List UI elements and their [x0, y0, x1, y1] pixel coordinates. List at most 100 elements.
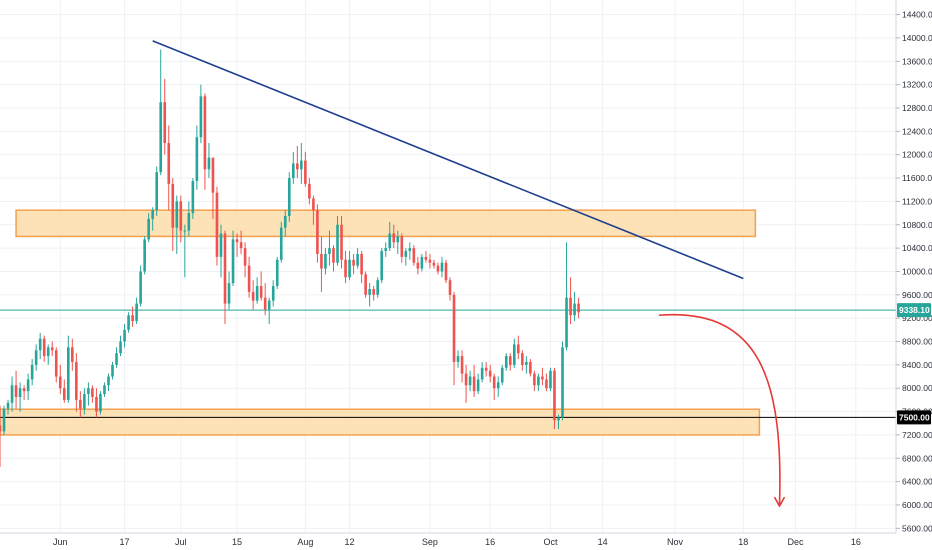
price-tick-label: 10000.00 — [902, 266, 932, 276]
candle-body — [320, 253, 323, 269]
candle-body — [344, 259, 347, 278]
candle-body — [46, 347, 50, 357]
candle-body — [512, 344, 516, 365]
price-tag-last-text: 9338.10 — [899, 305, 930, 315]
time-tick-label: Nov — [667, 537, 684, 547]
candle-body — [10, 385, 14, 403]
candle-body — [223, 233, 227, 304]
candle-body — [484, 367, 488, 371]
candle-body — [504, 356, 508, 368]
candle-body — [191, 180, 195, 214]
price-tick-label: 13200.00 — [902, 80, 932, 90]
candle-body — [340, 224, 343, 260]
candle-body — [243, 248, 247, 266]
price-tick-label: 12000.00 — [902, 150, 932, 160]
candle-body — [50, 347, 54, 351]
time-axis[interactable]: Jun 17 Jul 15 Aug 12 Sep 16 Oct 14 Nov 18 Dec 16 — [53, 537, 861, 547]
candle-body — [496, 382, 500, 389]
candle-body — [304, 160, 307, 184]
candle-body — [6, 402, 10, 409]
candle-body — [296, 163, 299, 170]
price-tag-7500-text: 7500.00 — [899, 412, 930, 422]
candle-body — [541, 376, 544, 380]
candle-body — [34, 350, 38, 365]
candle-body — [58, 376, 62, 389]
candle-body — [199, 96, 203, 138]
price-tick-label: 10400.00 — [902, 243, 932, 253]
candle-body — [255, 286, 259, 301]
candle-body — [279, 227, 283, 260]
candle-body — [448, 280, 452, 295]
candle-body — [557, 417, 560, 421]
candle-body — [292, 163, 295, 179]
candle-body — [183, 230, 187, 232]
candle-body — [549, 370, 552, 389]
candle-body — [219, 233, 223, 257]
candle-body — [62, 388, 66, 400]
candle-body — [533, 373, 536, 386]
candle-body — [18, 388, 22, 397]
candle-body — [155, 172, 159, 211]
price-tick-label: 7200.00 — [902, 430, 932, 440]
candle-body — [195, 137, 199, 181]
candle-body — [99, 394, 102, 412]
price-tick-label: 14400.00 — [902, 10, 932, 20]
candle-body — [380, 251, 384, 281]
resistance-zone[interactable] — [15, 209, 757, 238]
candle-body — [14, 385, 18, 397]
candle-body — [300, 160, 303, 170]
candle-body — [508, 356, 512, 365]
candle-body — [432, 262, 436, 266]
candle-body — [275, 259, 279, 287]
candle-body — [127, 315, 130, 330]
candle-body — [107, 376, 110, 386]
candle-body — [364, 274, 367, 295]
candle-body — [352, 259, 355, 266]
candle-body — [312, 198, 315, 211]
candle-body — [66, 347, 70, 400]
candle-body — [30, 364, 34, 380]
descending-trendline[interactable] — [152, 40, 744, 280]
candle-body — [271, 286, 275, 301]
projection-arrow-layer — [658, 313, 786, 507]
time-tick-label: 17 — [120, 537, 130, 547]
candle-body — [151, 210, 154, 219]
candle-body — [376, 280, 379, 295]
candle-body — [143, 239, 146, 272]
candle-body — [139, 271, 142, 304]
price-tick-label: 6800.00 — [902, 453, 932, 463]
price-tick-label: 11600.00 — [902, 173, 932, 183]
candle-body — [231, 239, 235, 284]
candle-body — [95, 396, 98, 412]
candle-body — [26, 379, 30, 392]
candle-body — [388, 233, 392, 249]
candle-body — [492, 376, 496, 389]
candle-body — [412, 248, 416, 263]
candle-body — [372, 288, 375, 295]
candle-body — [464, 373, 468, 386]
candle-body — [392, 233, 396, 243]
price-tick-label: 9200.00 — [902, 313, 932, 323]
price-axis[interactable]: 5600.006000.006400.006800.007200.007600.… — [896, 10, 932, 534]
time-tick-label: Aug — [297, 537, 313, 547]
price-tick-label: 5600.00 — [902, 523, 932, 533]
candle-body — [87, 388, 90, 395]
price-tick-label: 8800.00 — [902, 337, 932, 347]
trendline-layer[interactable] — [152, 40, 744, 280]
candle-body — [22, 388, 26, 392]
candle-body — [468, 376, 472, 386]
candle-body — [569, 297, 572, 316]
time-tick-label: 16 — [851, 537, 861, 547]
candle-body — [42, 338, 46, 357]
candle-body — [360, 253, 363, 275]
candle-body — [187, 213, 191, 231]
support-zone[interactable] — [0, 408, 761, 436]
projection-arrow-curve — [658, 313, 781, 507]
price-tick-label: 14000.00 — [902, 33, 932, 43]
candle-body — [517, 344, 520, 354]
time-tick-label: 15 — [232, 537, 242, 547]
time-axis-background — [0, 533, 932, 550]
candle-body — [135, 303, 138, 322]
time-tick-label: Sep — [422, 537, 438, 547]
